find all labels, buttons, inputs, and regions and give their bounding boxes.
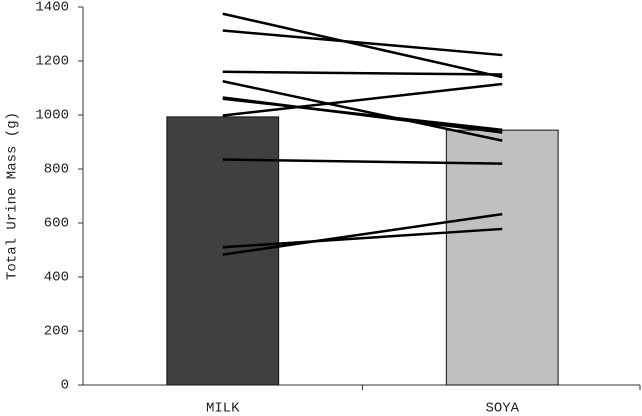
- subject-line: [222, 70, 503, 76]
- bar: [166, 116, 280, 386]
- subject-line: [222, 97, 503, 132]
- y-tick-label: 800: [44, 162, 69, 178]
- subject-line: [222, 212, 503, 256]
- subject-line: [222, 80, 503, 142]
- subject-line: [222, 12, 503, 79]
- bar: [445, 129, 559, 386]
- y-tick-label: 1400: [35, 0, 69, 16]
- y-tick-label: 400: [44, 270, 69, 286]
- y-tick-label: 1200: [35, 54, 69, 70]
- y-tick-label: 1000: [35, 108, 69, 124]
- subject-line: [222, 82, 503, 117]
- y-tick-label: 200: [44, 324, 69, 340]
- y-tick-label: 0: [61, 378, 69, 394]
- subject-line: [222, 158, 503, 165]
- x-tick-label: MILK: [206, 401, 240, 416]
- subject-line: [222, 29, 503, 57]
- y-axis-label: Total Urine Mass (g): [5, 112, 21, 280]
- subject-line: [222, 227, 503, 249]
- x-tick-label: SOYA: [485, 401, 519, 416]
- y-tick-label: 600: [44, 216, 69, 232]
